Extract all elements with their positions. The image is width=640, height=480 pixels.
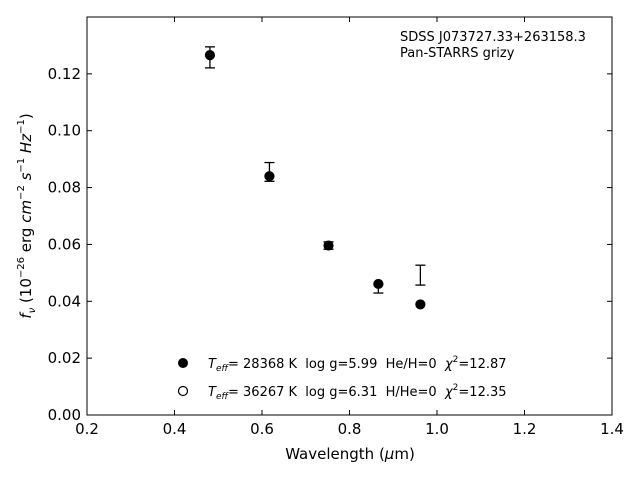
y-tick-label: 0.12 (48, 65, 81, 83)
plot-area (86, 16, 613, 416)
x-axis-label: Wavelength (μm) (285, 445, 415, 463)
legend-entry-1: Teff= 28368 K log g=5.99 He/H=0 χ2=12.87 (208, 355, 507, 374)
y-tick-label: 0.06 (48, 235, 81, 253)
x-axis: 0.2 0.4 0.6 0.8 1.0 1.2 1.4 (75, 17, 624, 438)
x-tick-label: 1.4 (600, 420, 624, 438)
x-tick-label: 0.2 (75, 420, 99, 438)
data-point (323, 240, 334, 251)
x-tick-label: 0.6 (250, 420, 274, 438)
annotation-line-1: SDSS J073727.33+263158.3 (400, 30, 586, 45)
y-tick-label: 0.08 (48, 179, 81, 197)
model-points (204, 49, 426, 310)
legend-marker-open (177, 385, 189, 397)
data-point (264, 171, 275, 182)
annotation-line-2: Pan-STARRS grizy (400, 46, 515, 61)
y-tick-label: 0.10 (48, 122, 81, 140)
y-tick-label: 0.02 (48, 349, 81, 367)
y-axis: 0.00 0.02 0.04 0.06 0.08 0.10 0.12 (48, 65, 612, 424)
legend-entry-2: Teff= 36267 K log g=6.31 H/He=0 χ2=12.35 (208, 383, 507, 402)
data-point (373, 278, 384, 290)
y-tick-label: 0.00 (48, 406, 81, 424)
legend-marker-filled (178, 358, 188, 368)
data-point (415, 299, 426, 310)
x-tick-label: 1.2 (513, 420, 537, 438)
y-tick-label: 0.04 (48, 292, 81, 310)
data-point (204, 49, 216, 61)
y-axis-label: fν (10−26 erg cm−2 s−1 Hz−1) (16, 113, 38, 318)
x-tick-label: 1.0 (425, 420, 449, 438)
x-tick-label: 0.8 (338, 420, 362, 438)
x-tick-label: 0.4 (163, 420, 187, 438)
legend: Teff= 28368 K log g=5.99 He/H=0 χ2=12.87… (177, 355, 507, 402)
